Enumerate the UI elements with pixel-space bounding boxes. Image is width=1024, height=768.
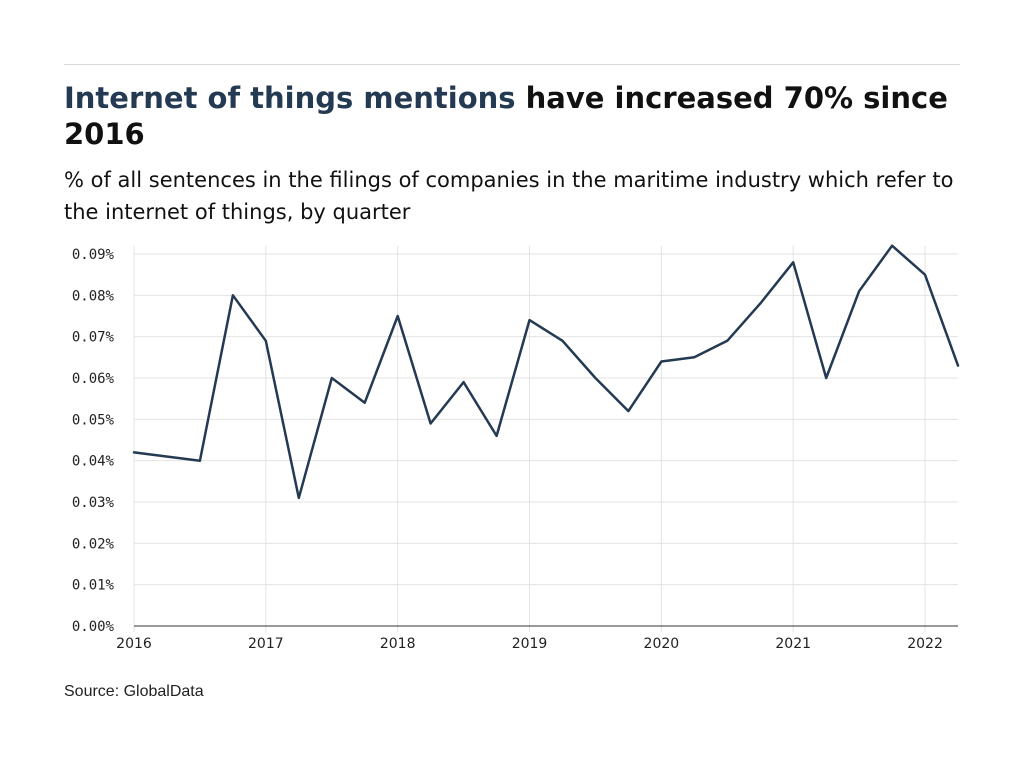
x-axis-labels: 2016 2017 2018 2019 2020 2021 2022 bbox=[116, 636, 943, 652]
chart-title-rest: have increased 70% since 2016 bbox=[64, 81, 948, 151]
y-tick-label: 0.04% bbox=[72, 454, 115, 470]
x-tick-label: 2022 bbox=[907, 636, 943, 652]
y-tick-label: 0.02% bbox=[72, 536, 115, 552]
chart-title-highlight: Internet of things mentions bbox=[64, 81, 516, 115]
y-tick-label: 0.05% bbox=[72, 412, 115, 428]
y-tick-label: 0.07% bbox=[72, 330, 115, 346]
y-tick-label: 0.06% bbox=[72, 371, 115, 387]
y-tick-label: 0.08% bbox=[72, 288, 115, 304]
chart-title: Internet of things mentions have increas… bbox=[64, 80, 964, 152]
x-tick-label: 2021 bbox=[775, 636, 811, 652]
source-note: Source: GlobalData bbox=[64, 683, 204, 700]
x-gridlines bbox=[133, 246, 926, 632]
x-tick-label: 2019 bbox=[512, 636, 548, 652]
top-rule bbox=[64, 64, 960, 65]
y-tick-label: 0.03% bbox=[72, 495, 115, 511]
y-tick-label: 0.00% bbox=[72, 619, 115, 635]
chart-subtitle: % of all sentences in the filings of com… bbox=[64, 168, 954, 224]
y-tick-label: 0.09% bbox=[72, 247, 115, 263]
x-tick-label: 2017 bbox=[248, 636, 284, 652]
x-tick-label: 2018 bbox=[380, 636, 416, 652]
x-tick-label: 2016 bbox=[116, 636, 152, 652]
y-axis-labels: 0.00% 0.01% 0.02% 0.03% 0.04% 0.05% 0.06% 0.07%… bbox=[72, 247, 115, 635]
y-tick-label: 0.01% bbox=[72, 578, 115, 594]
series-line-iot-mentions bbox=[132, 244, 960, 500]
y-gridlines bbox=[134, 253, 958, 586]
x-tick-label: 2020 bbox=[644, 636, 680, 652]
